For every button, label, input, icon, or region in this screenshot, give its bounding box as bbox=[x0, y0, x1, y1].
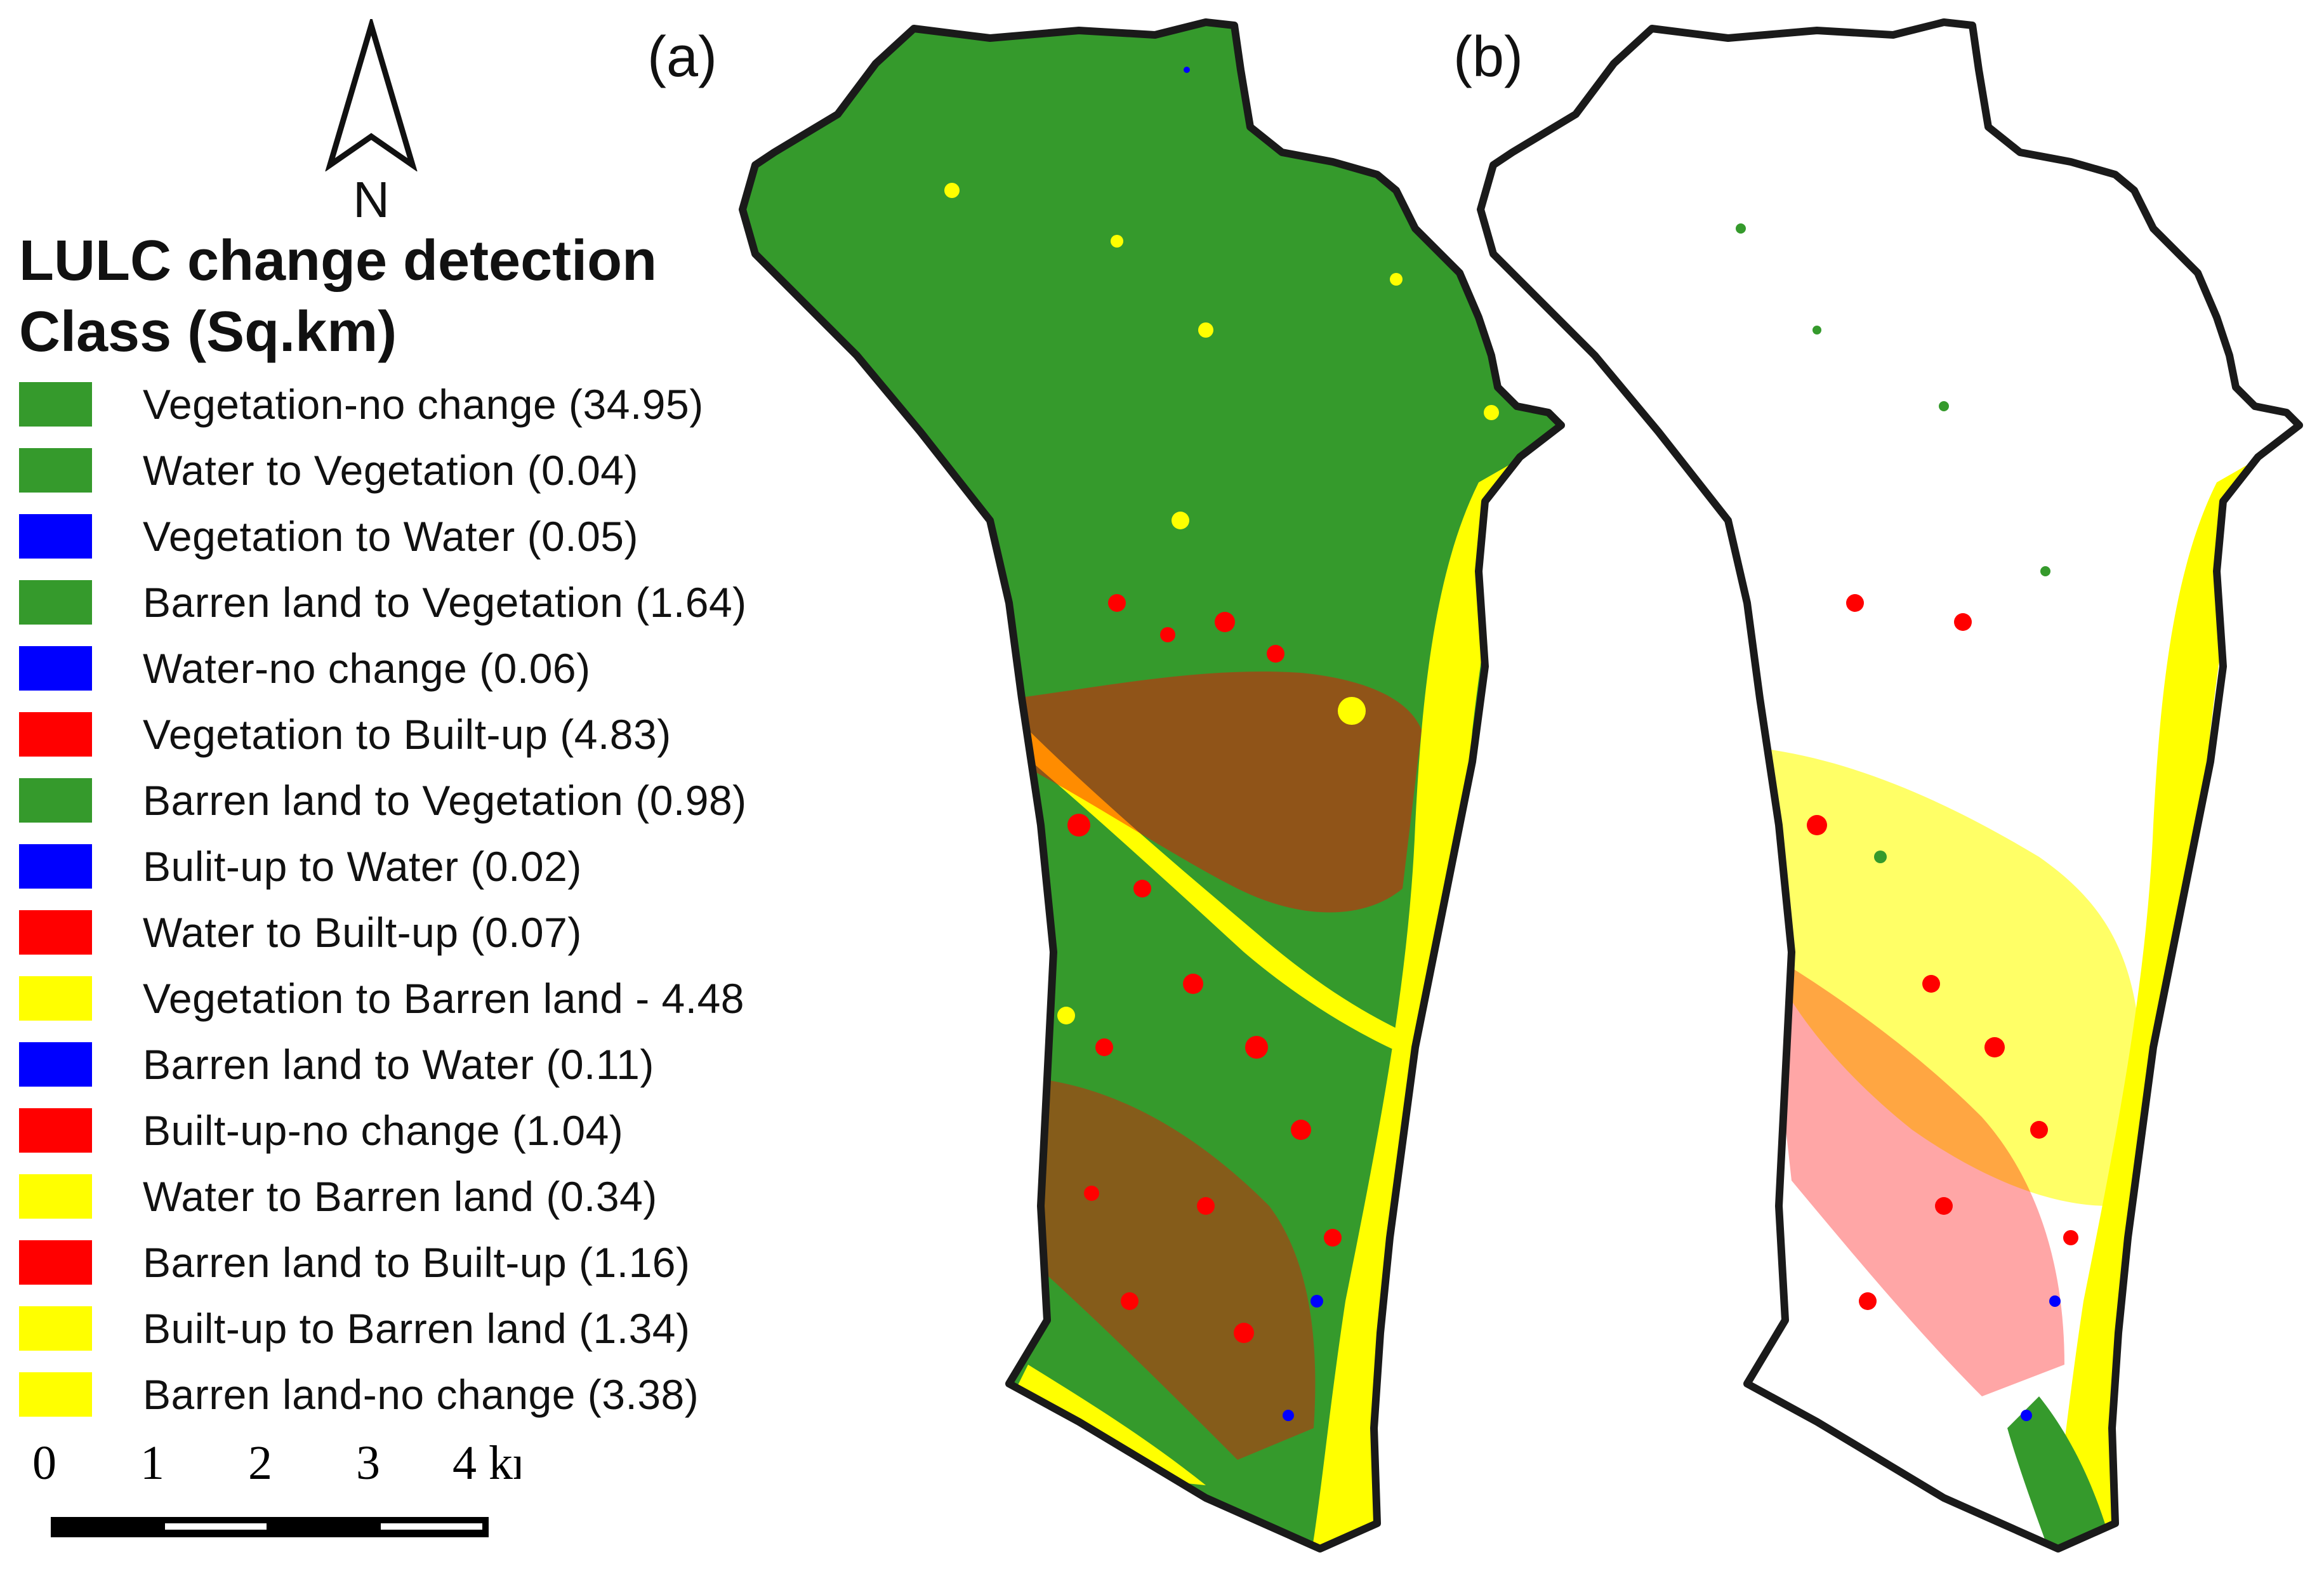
scale-bar-graphic bbox=[51, 1517, 489, 1537]
barren-patch-south bbox=[1015, 1365, 1206, 1485]
legend-swatch bbox=[19, 1042, 92, 1087]
map-panel-a bbox=[698, 0, 1618, 1576]
legend-label: Vegetation-no change (34.95) bbox=[143, 381, 704, 428]
legend-swatch bbox=[19, 1372, 92, 1417]
legend-label: Water to Built-up (0.07) bbox=[143, 909, 582, 956]
legend-item: Barren land to Vegetation (1.64) bbox=[19, 569, 844, 635]
legend-title-line-2: Class (Sq.km) bbox=[19, 300, 397, 364]
legend-swatch bbox=[19, 976, 92, 1021]
legend-swatch bbox=[19, 844, 92, 889]
legend-swatch bbox=[19, 1240, 92, 1285]
legend-item: Water-no change (0.06) bbox=[19, 635, 844, 701]
legend-swatch bbox=[19, 910, 92, 955]
legend-label: Built-up-no change (1.04) bbox=[143, 1107, 624, 1154]
legend-swatch bbox=[19, 778, 92, 823]
scattered-patches bbox=[1067, 594, 1342, 1343]
legend-item: Vegetation to Built-up (4.83) bbox=[19, 701, 844, 767]
legend-item: Vegetation-no change (34.95) bbox=[19, 371, 844, 437]
legend-item: Vegetation to Water (0.05) bbox=[19, 503, 844, 569]
scale-bar-ticks: 0 1 2 3 4 km bbox=[32, 1436, 550, 1490]
legend-item: Barren land to Vegetation (0.98) bbox=[19, 767, 844, 833]
legend-swatch bbox=[19, 448, 92, 493]
legend-label: Barren land to Built-up (1.16) bbox=[143, 1239, 690, 1286]
legend-swatch bbox=[19, 712, 92, 757]
legend-label: Vegetation to Barren land - 4.48 bbox=[143, 975, 744, 1022]
legend-swatch bbox=[19, 514, 92, 559]
scattered-change bbox=[1807, 594, 2078, 1310]
legend-label: Barren land to Water (0.11) bbox=[143, 1041, 654, 1088]
legend-swatch bbox=[19, 646, 92, 691]
scale-tick-1: 1 bbox=[140, 1436, 164, 1490]
legend-title: LULC change detection Class (Sq.km) bbox=[19, 225, 781, 368]
scattered-barren bbox=[944, 183, 1499, 1024]
legend-label: Water to Vegetation (0.04) bbox=[143, 447, 638, 494]
legend-swatch bbox=[19, 580, 92, 625]
north-arrow: N bbox=[311, 15, 432, 228]
barren-river-corridor bbox=[1307, 457, 1523, 1549]
scale-tick-0: 0 bbox=[32, 1436, 56, 1490]
builtup-mix bbox=[1015, 672, 1422, 913]
legend-label: Water to Barren land (0.34) bbox=[143, 1173, 657, 1220]
scale-tick-2: 2 bbox=[248, 1436, 272, 1490]
legend-label: Bulit-up to Water (0.02) bbox=[143, 843, 582, 890]
builtup-south bbox=[1041, 1079, 1316, 1460]
north-arrow-icon bbox=[325, 15, 418, 172]
legend-list: Vegetation-no change (34.95) Water to Veg… bbox=[19, 371, 844, 1427]
vegetation-change-south bbox=[2007, 1396, 2109, 1549]
barren-channel bbox=[1009, 717, 1403, 1054]
legend-item: Water to Vegetation (0.04) bbox=[19, 437, 844, 503]
legend-label: Barren land-no change (3.38) bbox=[143, 1371, 699, 1418]
scale-bar: 0 1 2 3 4 km bbox=[25, 1422, 550, 1561]
legend-item: Barren land-no change (3.38) bbox=[19, 1361, 844, 1427]
legend-item: Water to Built-up (0.07) bbox=[19, 899, 844, 965]
map-panel-b bbox=[1436, 0, 2324, 1576]
legend-swatch bbox=[19, 1108, 92, 1153]
legend-item: Bulit-up to Water (0.02) bbox=[19, 833, 844, 899]
legend-title-line-1: LULC change detection bbox=[19, 229, 657, 293]
water-patches bbox=[1184, 67, 1323, 1421]
legend-label: Vegetation to Water (0.05) bbox=[143, 513, 638, 560]
legend-item: Built-up-no change (1.04) bbox=[19, 1097, 844, 1163]
legend-swatch bbox=[19, 1174, 92, 1219]
legend-label: Built-up to Barren land (1.34) bbox=[143, 1305, 690, 1352]
water-change bbox=[2021, 1295, 2061, 1421]
barren-change-zone bbox=[1766, 749, 2141, 1206]
legend-label: Water-no change (0.06) bbox=[143, 645, 591, 692]
panel-a-label: (a) bbox=[647, 25, 717, 89]
legend-label: Barren land to Vegetation (1.64) bbox=[143, 579, 747, 626]
barren-change-corridor bbox=[2045, 457, 2261, 1549]
legend-item: Built-up to Barren land (1.34) bbox=[19, 1295, 844, 1361]
legend-item: Barren land to Built-up (1.16) bbox=[19, 1229, 844, 1295]
legend-item: Barren land to Water (0.11) bbox=[19, 1031, 844, 1097]
legend-item: Water to Barren land (0.34) bbox=[19, 1163, 844, 1229]
legend-item: Vegetation to Barren land - 4.48 bbox=[19, 965, 844, 1031]
legend-swatch bbox=[19, 382, 92, 427]
scale-tick-4: 4 km bbox=[452, 1436, 520, 1490]
scattered-veg-change bbox=[1736, 223, 2050, 863]
legend-label: Vegetation to Built-up (4.83) bbox=[143, 711, 671, 758]
builtup-change-zone bbox=[1766, 952, 2064, 1396]
panel-b-label: (b) bbox=[1453, 25, 1523, 89]
legend-swatch bbox=[19, 1306, 92, 1351]
scale-tick-3: 3 bbox=[356, 1436, 380, 1490]
north-label: N bbox=[353, 171, 390, 228]
legend-label: Barren land to Vegetation (0.98) bbox=[143, 777, 747, 824]
